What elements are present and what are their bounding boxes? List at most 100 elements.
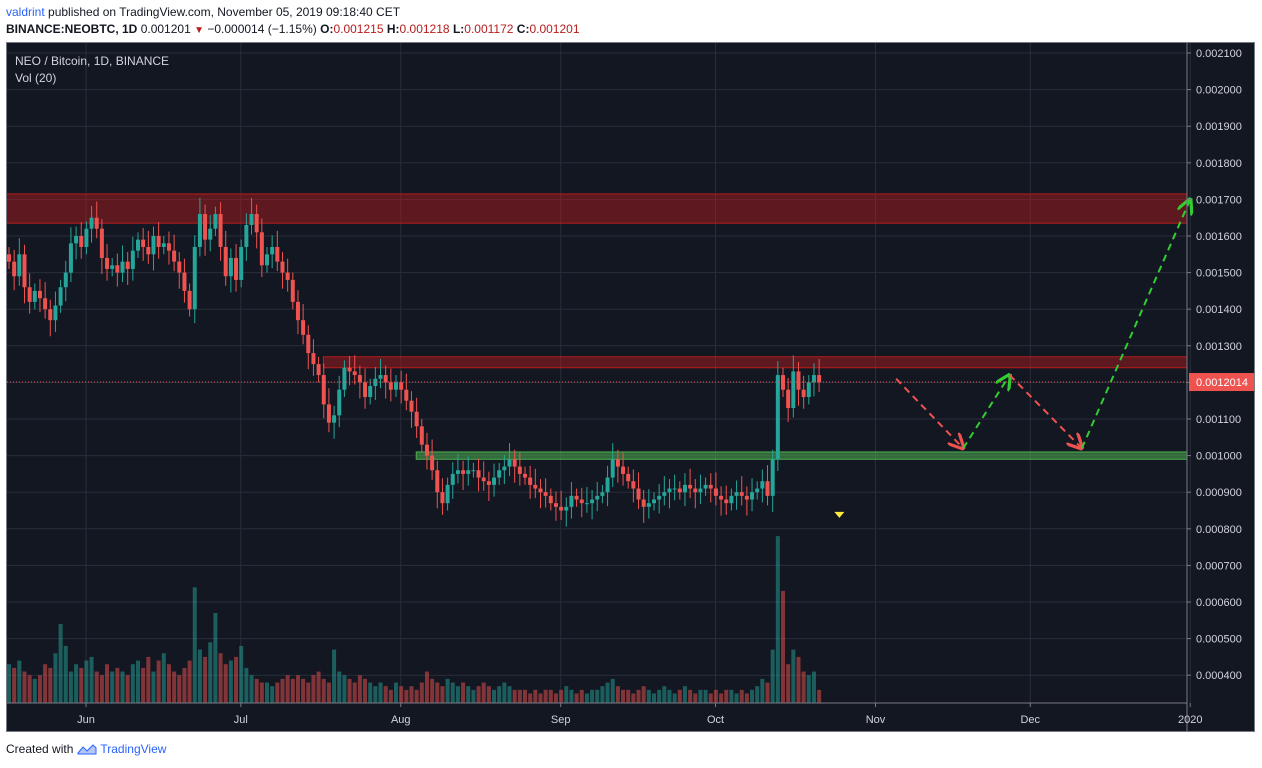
volume-bar <box>698 689 703 703</box>
volume-bar <box>182 667 187 703</box>
candle-body <box>347 367 352 372</box>
tradingview-link[interactable]: TradingView <box>77 742 166 756</box>
y-tick-label: 0.000500 <box>1196 634 1242 646</box>
marker-triangle <box>834 511 845 518</box>
time-axis[interactable]: Jun Jul Aug Sep Oct Nov Dec 2020 <box>77 703 1202 726</box>
volume-bar <box>17 660 22 703</box>
candle-body <box>316 364 321 376</box>
candle-body <box>564 506 569 511</box>
volume-bar <box>775 536 780 703</box>
candle-body <box>621 466 626 474</box>
candle-body <box>641 499 646 507</box>
volume-bar <box>136 660 140 703</box>
candle-body <box>801 389 806 398</box>
volume-bar <box>605 682 610 703</box>
candle-body <box>523 473 527 478</box>
volume-bar <box>533 689 538 703</box>
volume-bar <box>378 682 383 703</box>
candle-body <box>424 444 429 456</box>
volume-bar <box>357 675 362 703</box>
volume-bar <box>363 678 368 703</box>
candle-body <box>136 239 140 251</box>
candle-body <box>590 499 595 504</box>
volume-bar <box>223 664 228 703</box>
bearish-projection-arrow[interactable] <box>1008 374 1082 448</box>
support-zone[interactable] <box>415 451 1188 460</box>
candle-body <box>146 246 151 255</box>
candle-body <box>548 495 553 504</box>
candle-body <box>22 254 27 288</box>
candle-body <box>94 217 99 229</box>
volume-bar <box>729 689 734 703</box>
volume-bar <box>321 678 326 703</box>
resistance-zone[interactable] <box>322 356 1188 369</box>
candle-body <box>177 261 182 273</box>
volume-bar <box>693 693 698 703</box>
volume-bar <box>120 671 125 703</box>
volume-bar <box>337 671 342 703</box>
candle-body <box>806 382 811 398</box>
volume-bar <box>708 693 713 703</box>
candle-body <box>569 495 574 507</box>
candle-body <box>466 470 471 474</box>
volume-bar <box>781 591 785 703</box>
candle-body <box>156 236 161 247</box>
candle-body <box>750 492 755 500</box>
candle-body <box>332 415 337 423</box>
volume-bar <box>234 656 239 703</box>
x-tick-label: Jul <box>234 714 248 726</box>
volume-bar <box>791 649 796 703</box>
published-text: published on TradingView.com, November 0… <box>48 5 401 19</box>
volume-bar <box>806 675 811 703</box>
volume-bar <box>626 689 631 703</box>
volume-bar <box>734 693 739 703</box>
candle-body <box>430 455 435 471</box>
author-link[interactable]: valdrint <box>6 5 45 19</box>
candle-body <box>37 290 42 299</box>
volume-bar <box>94 671 99 703</box>
resistance-zone[interactable] <box>7 193 1188 224</box>
volume-bar <box>641 686 646 703</box>
volume-bar <box>130 664 135 703</box>
candle-body <box>213 214 218 229</box>
volume-bar <box>755 686 760 703</box>
volume-bar <box>306 682 311 703</box>
volume-bar <box>259 682 264 703</box>
candle-body <box>141 239 146 247</box>
volume-bar <box>388 689 393 703</box>
candle-body <box>471 470 476 472</box>
zones <box>7 193 1188 460</box>
volume-bar <box>584 693 589 703</box>
candle-body <box>765 481 770 496</box>
candle-body <box>301 320 306 335</box>
candle-body <box>218 214 223 247</box>
candle-body <box>440 492 445 504</box>
volume-bar <box>254 678 259 703</box>
low-label: L: <box>452 22 465 36</box>
volume-bar <box>492 689 497 703</box>
candle-body <box>502 466 507 471</box>
candle-body <box>394 382 398 390</box>
bullish-projection-arrow[interactable] <box>962 375 1009 449</box>
volume-bar <box>486 686 491 703</box>
price-chart[interactable]: 0.002100 0.002000 0.001900 0.001800 0.001700… <box>7 43 1255 732</box>
candle-body <box>636 488 641 500</box>
volume-bar <box>326 682 331 703</box>
volume-bar <box>249 675 254 703</box>
bullish-projection-arrow[interactable] <box>1080 199 1190 449</box>
bearish-projection-arrow[interactable] <box>895 378 963 449</box>
volume-bar <box>553 693 558 703</box>
volume-bar <box>43 664 48 703</box>
volume-bar <box>724 689 729 703</box>
candle-body <box>244 225 249 247</box>
candle-body <box>419 426 424 445</box>
candle-body <box>166 243 171 251</box>
y-tick-label: 0.000800 <box>1196 524 1242 536</box>
volume-bar <box>383 686 388 703</box>
volume-bar <box>115 667 120 703</box>
chart-panel[interactable]: 0.002100 0.002000 0.001900 0.001800 0.001700… <box>6 42 1255 732</box>
volume-bar <box>290 678 295 703</box>
candle-body <box>12 261 17 277</box>
volume-bar <box>672 693 677 703</box>
volume-bar <box>548 689 553 703</box>
